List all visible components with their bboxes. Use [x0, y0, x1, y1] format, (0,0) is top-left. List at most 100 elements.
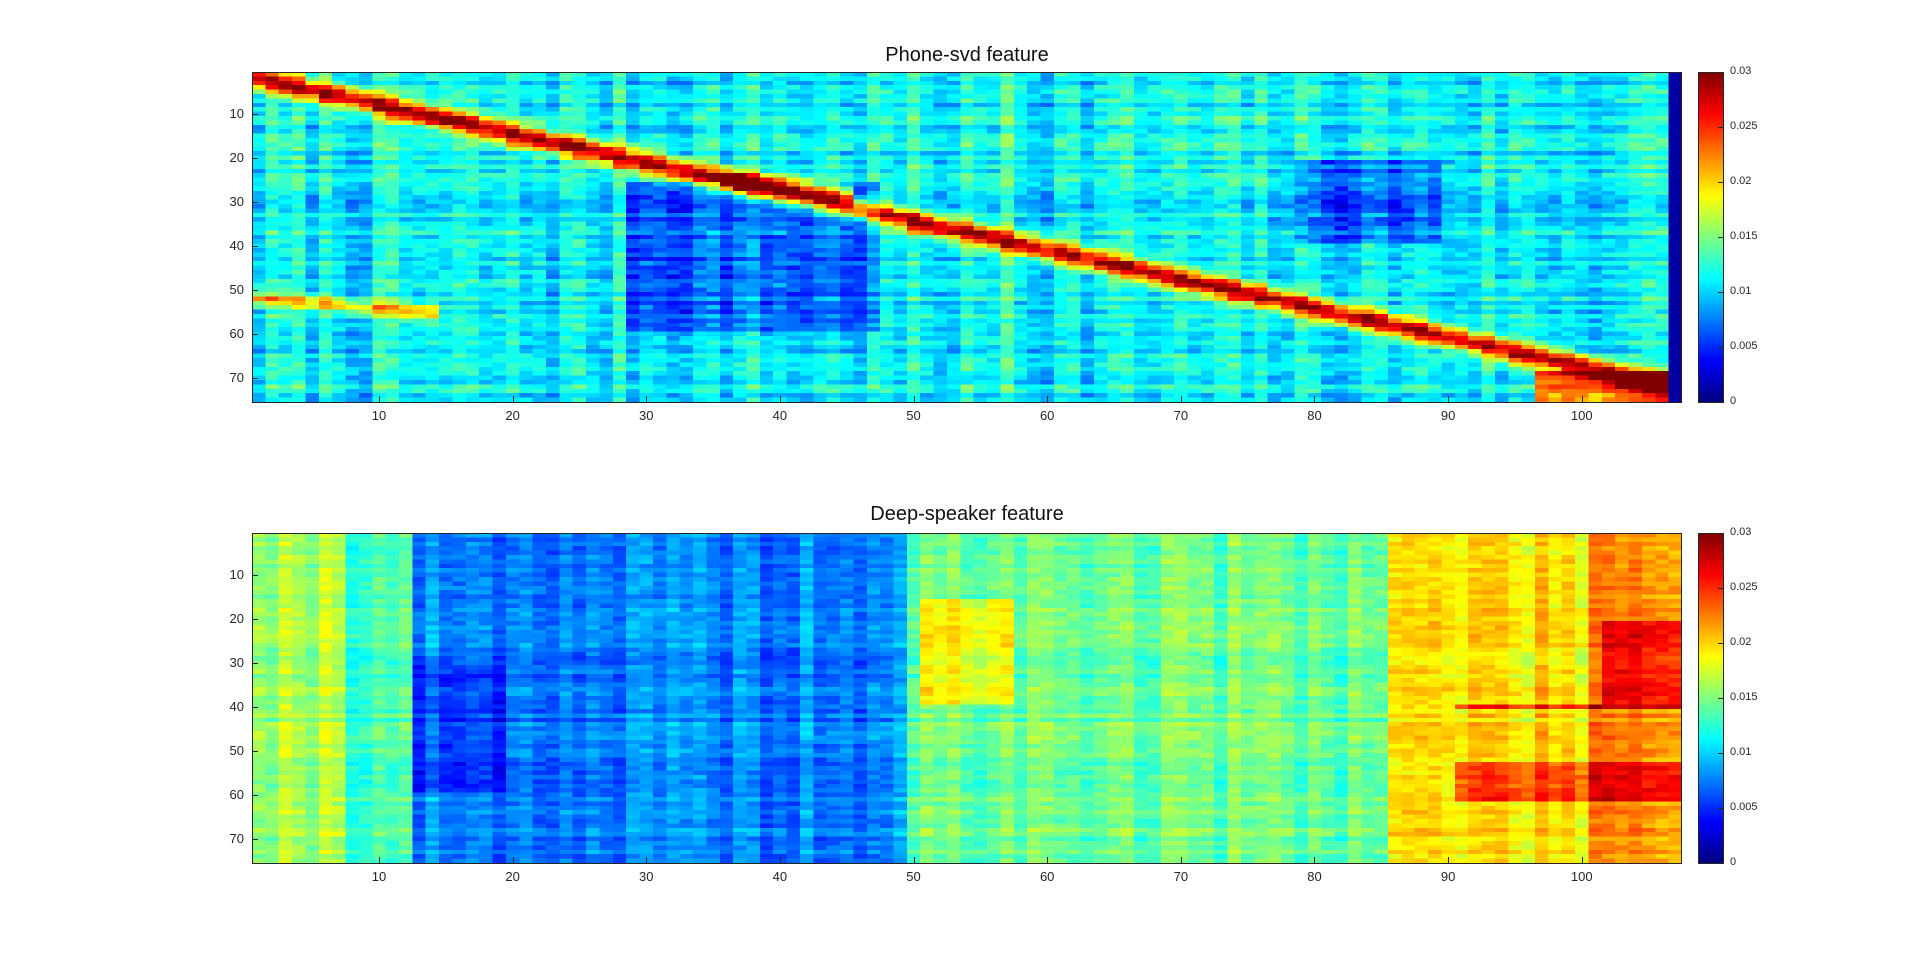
heatmap-plot — [252, 533, 1682, 863]
y-tick-mark — [252, 377, 258, 379]
x-tick-mark — [1047, 396, 1049, 402]
y-tick-label: 40 — [229, 698, 244, 714]
x-tick-label: 90 — [1440, 869, 1456, 884]
x-tick-label: 40 — [772, 869, 788, 884]
x-tick-mark — [1581, 857, 1583, 863]
chart-title: Deep-speaker feature — [870, 503, 1064, 525]
colorbar-tick-label: 0 — [1730, 856, 1737, 868]
y-tick-label: 20 — [229, 149, 244, 165]
y-tick-mark — [252, 574, 258, 576]
x-tick-label: 60 — [1039, 408, 1055, 423]
chart-title: Phone-svd feature — [885, 44, 1049, 66]
y-tick-mark — [252, 245, 258, 247]
colorbar-tick-label: 0.03 — [1730, 526, 1752, 538]
x-tick-mark — [779, 396, 781, 402]
x-tick-mark — [1448, 396, 1450, 402]
y-tick-label: 10 — [229, 105, 244, 121]
heatmap-plot — [252, 72, 1682, 402]
x-tick-mark — [646, 396, 648, 402]
colorbar-tick-label: 0.025 — [1730, 581, 1758, 593]
x-tick-label: 10 — [371, 869, 387, 884]
colorbar-tick-mark — [1718, 347, 1724, 348]
y-tick-label: 20 — [229, 610, 244, 626]
x-tick-mark — [1581, 396, 1583, 402]
colorbar-tick-label: 0.02 — [1730, 636, 1752, 648]
colorbar-tick-mark — [1718, 182, 1724, 183]
x-tick-mark — [1314, 396, 1316, 402]
x-tick-mark — [378, 857, 380, 863]
y-tick-mark — [252, 618, 258, 620]
colorbar-tick-label: 0.015 — [1730, 230, 1758, 242]
colorbar-tick-mark — [1718, 808, 1724, 809]
y-tick-label: 30 — [229, 193, 244, 209]
y-tick-mark — [252, 289, 258, 291]
x-tick-label: 30 — [639, 869, 654, 884]
y-tick-label: 50 — [229, 281, 244, 297]
colorbar-tick-mark — [1718, 643, 1724, 644]
colorbar-tick-label: 0.005 — [1730, 801, 1758, 813]
x-tick-label: 50 — [906, 869, 921, 884]
y-tick-mark — [252, 706, 258, 708]
colorbar-tick-label: 0.02 — [1730, 175, 1752, 187]
x-tick-label: 70 — [1173, 408, 1189, 423]
x-tick-mark — [646, 857, 648, 863]
x-tick-mark — [1448, 857, 1450, 863]
colorbar-tick-mark — [1718, 698, 1724, 699]
y-tick-mark — [252, 201, 258, 203]
x-tick-label: 80 — [1307, 408, 1322, 423]
colorbar-tick-mark — [1718, 402, 1724, 403]
x-tick-label: 100 — [1570, 869, 1593, 884]
colorbar-tick-mark — [1718, 237, 1724, 238]
y-tick-label: 60 — [229, 325, 244, 341]
y-tick-mark — [252, 333, 258, 335]
x-tick-mark — [913, 396, 915, 402]
colorbar-tick-label: 0 — [1730, 395, 1737, 407]
y-tick-mark — [252, 838, 258, 840]
x-tick-mark — [1180, 857, 1182, 863]
y-tick-label: 50 — [229, 742, 244, 758]
x-tick-label: 70 — [1173, 869, 1189, 884]
y-tick-label: 40 — [229, 237, 244, 253]
x-tick-label: 50 — [906, 408, 921, 423]
colorbar-tick-label: 0.005 — [1730, 340, 1758, 352]
x-tick-label: 40 — [772, 408, 788, 423]
y-tick-mark — [252, 113, 258, 115]
y-tick-mark — [252, 662, 258, 664]
colorbar-tick-mark — [1718, 127, 1724, 128]
x-tick-mark — [1314, 857, 1316, 863]
colorbar-tick-label: 0.025 — [1730, 120, 1758, 132]
x-tick-label: 90 — [1440, 408, 1456, 423]
x-tick-mark — [779, 857, 781, 863]
colorbar-tick-label: 0.01 — [1730, 285, 1752, 297]
x-tick-label: 20 — [505, 408, 520, 423]
colorbar-tick-label: 0.01 — [1730, 746, 1752, 758]
x-tick-label: 100 — [1570, 408, 1593, 423]
y-tick-mark — [252, 750, 258, 752]
colorbar-tick-mark — [1718, 72, 1724, 73]
colorbar-tick-mark — [1718, 863, 1724, 864]
x-tick-label: 60 — [1039, 869, 1055, 884]
y-tick-mark — [252, 794, 258, 796]
x-tick-mark — [378, 396, 380, 402]
colorbar-tick-mark — [1718, 753, 1724, 754]
y-tick-mark — [252, 157, 258, 159]
x-tick-label: 20 — [505, 869, 520, 884]
colorbar-tick-label: 0.03 — [1730, 65, 1752, 77]
colorbar-tick-mark — [1718, 292, 1724, 293]
y-tick-label: 70 — [229, 369, 244, 385]
y-tick-label: 30 — [229, 654, 244, 670]
x-tick-mark — [1180, 396, 1182, 402]
x-tick-label: 10 — [371, 408, 387, 423]
x-tick-mark — [913, 857, 915, 863]
x-tick-mark — [512, 396, 514, 402]
colorbar-tick-mark — [1718, 533, 1724, 534]
x-tick-label: 30 — [639, 408, 654, 423]
x-tick-mark — [512, 857, 514, 863]
x-tick-label: 80 — [1307, 869, 1322, 884]
y-tick-label: 60 — [229, 786, 244, 802]
y-tick-label: 10 — [229, 566, 244, 582]
colorbar-tick-label: 0.015 — [1730, 691, 1758, 703]
y-tick-label: 70 — [229, 830, 244, 846]
colorbar-tick-mark — [1718, 588, 1724, 589]
x-tick-mark — [1047, 857, 1049, 863]
